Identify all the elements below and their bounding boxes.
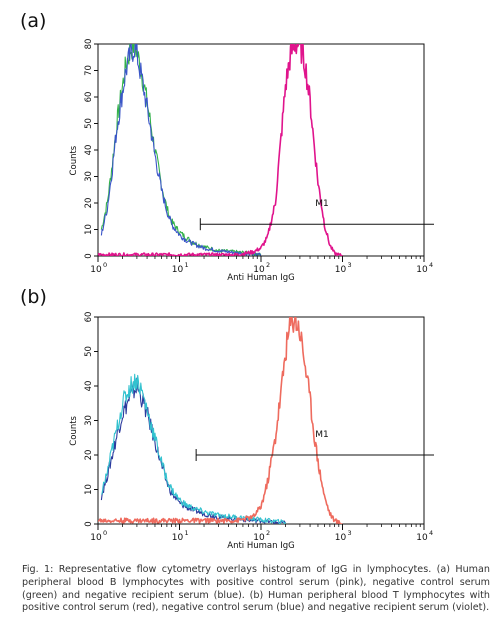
x-tick-label: 10 — [90, 533, 102, 543]
x-axis-label: Anti Human IgG — [227, 541, 294, 551]
x-tick-exponent: 4 — [429, 261, 433, 269]
series-line — [100, 377, 286, 524]
x-tick-label: 10 — [335, 265, 347, 275]
panel-label-b: (b) — [20, 286, 47, 308]
y-tick-label: 40 — [84, 381, 94, 392]
x-tick-label: 10 — [172, 265, 184, 275]
y-tick-label: 10 — [84, 484, 94, 495]
x-tick-exponent: 2 — [266, 529, 270, 537]
y-tick-label: 70 — [84, 65, 94, 76]
y-tick-label: 0 — [84, 253, 94, 258]
x-tick-exponent: 1 — [185, 529, 189, 537]
gate-label: M1 — [315, 430, 329, 440]
x-tick-exponent: 3 — [348, 529, 352, 537]
y-tick-label: 20 — [84, 450, 94, 461]
series-line — [98, 317, 343, 524]
x-tick-label: 10 — [90, 265, 102, 275]
y-tick-label: 10 — [84, 224, 94, 235]
series-line — [98, 44, 343, 256]
y-tick-label: 50 — [84, 118, 94, 129]
y-axis-label: Counts — [69, 145, 79, 175]
y-tick-label: 30 — [84, 415, 94, 426]
series-line — [100, 373, 286, 524]
x-axis-label: Anti Human IgG — [227, 273, 294, 283]
x-tick-exponent: 0 — [103, 529, 107, 537]
x-tick-exponent: 3 — [348, 261, 352, 269]
y-tick-label: 20 — [84, 198, 94, 209]
y-tick-label: 80 — [84, 39, 94, 50]
y-tick-label: 60 — [84, 92, 94, 103]
series-line — [100, 44, 262, 256]
x-tick-label: 10 — [416, 265, 428, 275]
x-tick-exponent: 4 — [429, 529, 433, 537]
panel-label-a: (a) — [20, 10, 47, 32]
gate-label: M1 — [315, 199, 329, 209]
x-tick-label: 10 — [416, 533, 428, 543]
x-tick-label: 10 — [172, 533, 184, 543]
y-tick-label: 0 — [84, 521, 94, 526]
series-line — [100, 44, 262, 256]
x-tick-exponent: 1 — [185, 261, 189, 269]
x-tick-label: 10 — [335, 533, 347, 543]
x-tick-label: 10 — [253, 265, 265, 275]
x-tick-label: 10 — [253, 533, 265, 543]
y-tick-label: 50 — [84, 346, 94, 357]
y-tick-label: 30 — [84, 171, 94, 182]
plot-frame — [97, 316, 425, 525]
figure-caption: Fig. 1: Representative flow cytometry ov… — [22, 564, 490, 614]
y-tick-label: 40 — [84, 145, 94, 156]
y-tick-label: 60 — [84, 312, 94, 323]
x-tick-exponent: 2 — [266, 261, 270, 269]
y-axis-label: Counts — [69, 415, 79, 445]
x-tick-exponent: 0 — [103, 261, 107, 269]
